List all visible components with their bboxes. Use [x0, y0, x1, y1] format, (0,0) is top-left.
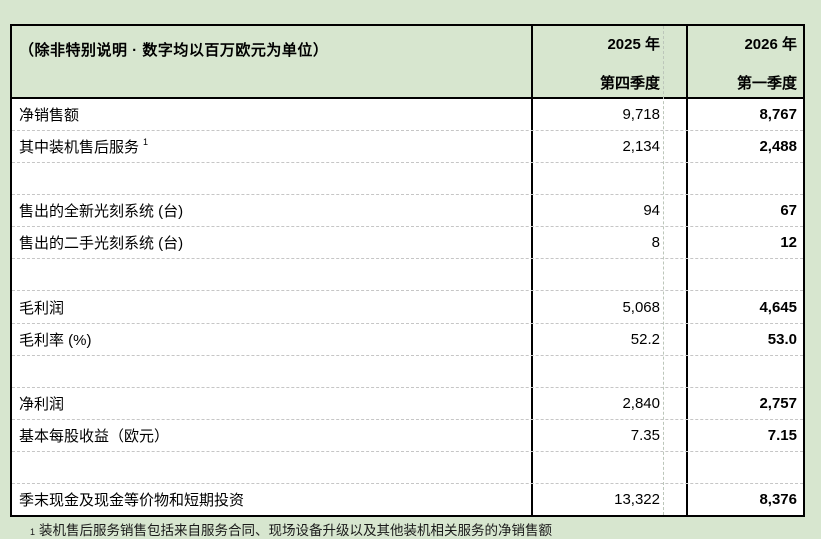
column-header-2025-quarter: 第四季度	[599, 75, 660, 92]
column-header-2026-q1: 2026 年 第一季度	[686, 26, 803, 97]
column-header-2026-quarter: 第一季度	[736, 75, 797, 92]
row-label: 毛利率 (%)	[12, 324, 531, 355]
footnote-clipped: 1 装机售后服务销售包括来自服务合同、现场设备升级以及其他装机相关服务的净销售额	[30, 519, 800, 539]
table-row: 售出的二手光刻系统 (台) 8 12	[12, 227, 803, 260]
value-2025-q4	[531, 451, 686, 483]
row-label-text: 净利润	[19, 395, 65, 413]
financial-results-table: （除非特别说明 · 数字均以百万欧元为单位） 2025 年 第四季度 2026 …	[10, 24, 805, 517]
table-row-blank	[12, 163, 803, 196]
row-label: 净销售额	[12, 99, 531, 130]
column-header-2026-year: 2026 年	[744, 36, 797, 53]
row-label: 基本每股收益（欧元）	[12, 420, 531, 451]
table-row-blank	[12, 355, 803, 388]
row-label: 毛利润	[12, 291, 531, 322]
row-label: 季末现金及现金等价物和短期投资	[12, 484, 531, 515]
value-2026-q1: 4,645	[686, 291, 803, 323]
value-2026-q1: 8,376	[686, 483, 803, 516]
value-2026-q1: 53.0	[686, 323, 803, 355]
row-label-text: 毛利率 (%)	[19, 331, 92, 349]
value-2025-q4: 9,718	[531, 99, 686, 131]
row-label-text: 其中装机售后服务	[19, 139, 140, 157]
value-2025-q4: 2,134	[531, 131, 686, 163]
row-label-text: 季末现金及现金等价物和短期投资	[19, 491, 245, 509]
value-2025-q4: 8	[531, 227, 686, 259]
value-2026-q1: 2,488	[686, 131, 803, 163]
table-body: 净销售额 9,718 8,767 其中装机售后服务 1 2,134 2,488 售出的全新光刻…	[12, 99, 803, 516]
table-row: 净利润 2,840 2,757	[12, 387, 803, 420]
value-2025-q4	[531, 163, 686, 195]
row-label	[12, 452, 531, 483]
value-2025-q4: 52.2	[531, 323, 686, 355]
table-row: 净销售额 9,718 8,767	[12, 99, 803, 132]
row-label	[12, 259, 531, 290]
row-label-text: 净销售额	[19, 107, 80, 125]
table-row-blank	[12, 259, 803, 292]
row-label: 售出的全新光刻系统 (台)	[12, 195, 531, 226]
footnote-reference: 1	[143, 136, 149, 147]
table-row: 毛利润 5,068 4,645	[12, 291, 803, 324]
value-2025-q4	[531, 355, 686, 387]
value-2026-q1	[686, 163, 803, 195]
value-2025-q4: 7.35	[531, 419, 686, 451]
row-label-text: 售出的二手光刻系统 (台)	[19, 235, 184, 253]
row-label-text: 基本每股收益（欧元）	[19, 427, 170, 445]
row-label	[12, 163, 531, 194]
table-row: 季末现金及现金等价物和短期投资 13,322 8,376	[12, 483, 803, 516]
table-row: 售出的全新光刻系统 (台) 94 67	[12, 195, 803, 228]
footnote-text: 装机售后服务销售包括来自服务合同、现场设备升级以及其他装机相关服务的净销售额	[39, 523, 553, 538]
table-row: 毛利率 (%) 52.2 53.0	[12, 323, 803, 356]
value-2026-q1: 7.15	[686, 419, 803, 451]
value-2026-q1	[686, 451, 803, 483]
row-label: 售出的二手光刻系统 (台)	[12, 227, 531, 258]
row-label: 净利润	[12, 388, 531, 419]
value-2026-q1: 8,767	[686, 99, 803, 131]
value-2025-q4: 2,840	[531, 387, 686, 419]
value-2026-q1	[686, 355, 803, 387]
table-row: 基本每股收益（欧元） 7.35 7.15	[12, 419, 803, 452]
row-label-text: 售出的全新光刻系统 (台)	[19, 203, 184, 221]
value-2025-q4: 5,068	[531, 291, 686, 323]
table-row: 其中装机售后服务 1 2,134 2,488	[12, 131, 803, 164]
row-label-text: 毛利润	[19, 299, 65, 317]
column-header-2025-year: 2025 年	[607, 36, 660, 53]
value-2025-q4	[531, 259, 686, 291]
value-2026-q1	[686, 259, 803, 291]
unit-note: （除非特别说明 · 数字均以百万欧元为单位）	[19, 42, 329, 59]
value-2025-q4: 13,322	[531, 483, 686, 516]
row-label: 其中装机售后服务 1	[12, 131, 531, 162]
value-2026-q1: 12	[686, 227, 803, 259]
value-2026-q1: 67	[686, 195, 803, 227]
row-label	[12, 356, 531, 387]
value-2026-q1: 2,757	[686, 387, 803, 419]
value-2025-q4: 94	[531, 195, 686, 227]
table-row-blank	[12, 451, 803, 484]
column-header-2025-q4: 2025 年 第四季度	[531, 26, 686, 97]
table-header-row: （除非特别说明 · 数字均以百万欧元为单位） 2025 年 第四季度 2026 …	[12, 26, 803, 99]
